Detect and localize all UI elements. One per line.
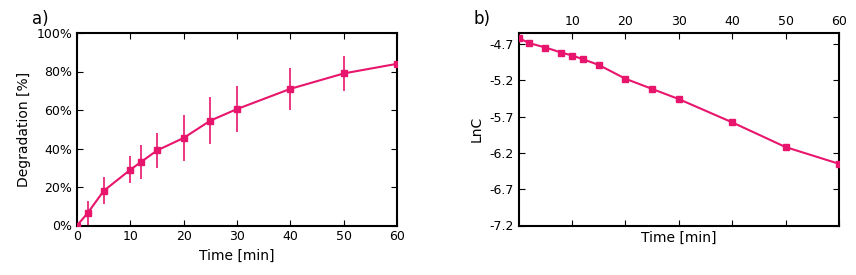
Y-axis label: Degradation [%]: Degradation [%] [17, 72, 31, 187]
Y-axis label: LnC: LnC [470, 116, 484, 142]
Text: b): b) [474, 10, 491, 28]
X-axis label: Time [min]: Time [min] [199, 249, 275, 263]
Text: a): a) [33, 10, 49, 28]
X-axis label: Time [min]: Time [min] [641, 231, 716, 245]
